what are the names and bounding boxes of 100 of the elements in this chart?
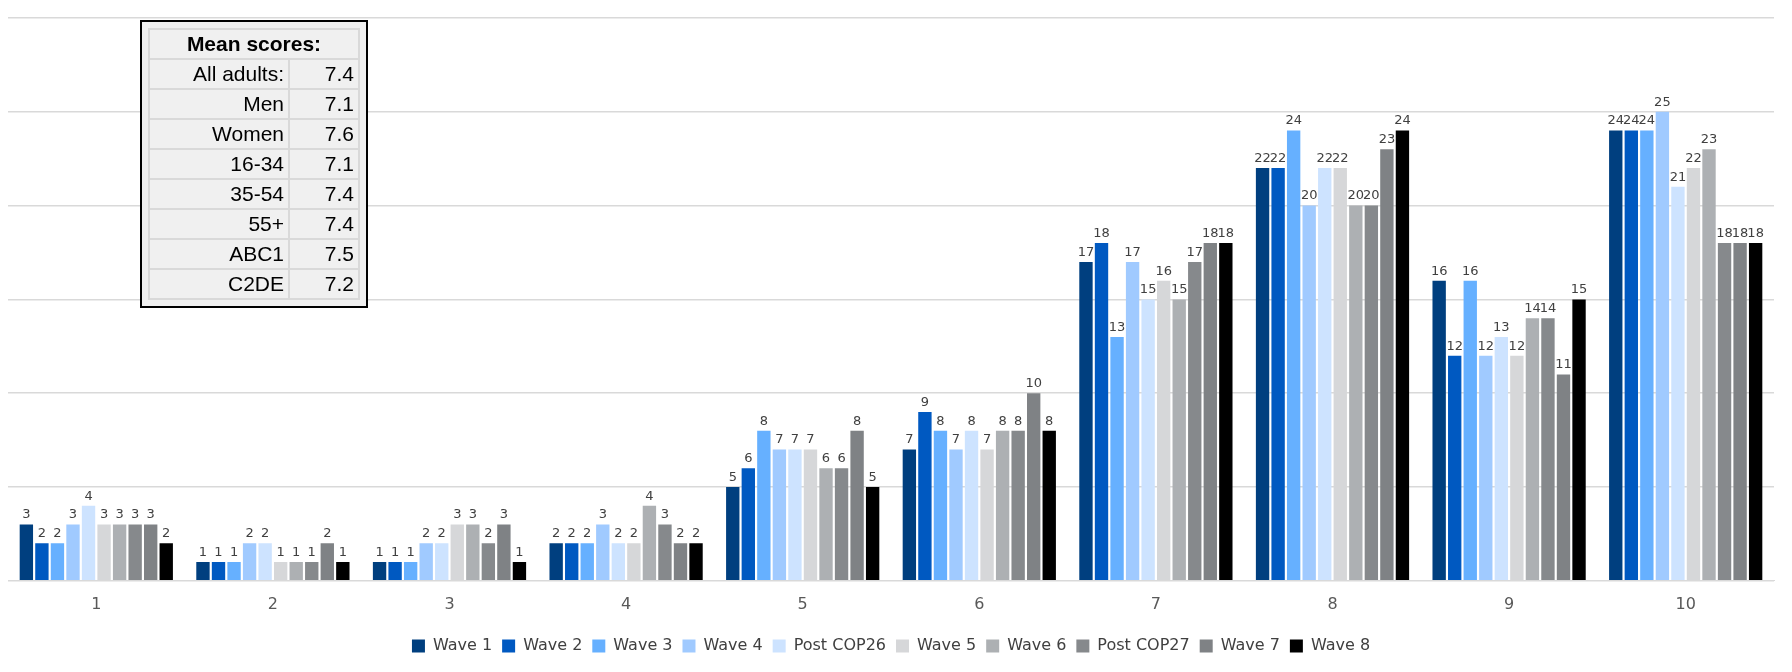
data-label: 8 (967, 412, 976, 428)
bar (1525, 318, 1540, 581)
bar (242, 543, 257, 581)
bar (112, 524, 127, 581)
data-label: 8 (759, 412, 768, 428)
data-label: 15 (1139, 281, 1157, 297)
x-tick-label: 9 (1504, 593, 1515, 613)
bar (834, 468, 849, 581)
legend-label: Wave 5 (917, 635, 977, 655)
bar (580, 543, 594, 581)
data-label: 13 (1493, 318, 1510, 334)
x-tick-label: 2 (267, 593, 278, 613)
legend-label: Wave 3 (613, 635, 673, 655)
bar (435, 543, 449, 581)
data-label: 18 (1716, 224, 1733, 240)
data-label: 17 (1186, 243, 1204, 259)
legend-label: Post COP26 (793, 635, 887, 655)
data-label: 18 (1217, 224, 1235, 240)
annotation: 7.6 (289, 119, 359, 149)
data-label: 16 (1155, 262, 1172, 278)
data-label: 1 (375, 543, 384, 559)
bar (35, 543, 49, 581)
data-label: 2 (567, 525, 576, 541)
annotation: Women (149, 119, 289, 149)
bar (289, 562, 303, 581)
annotation: 35-54 (149, 179, 289, 209)
bar (1432, 280, 1446, 581)
bar (1479, 355, 1493, 581)
data-label: 3 (499, 506, 509, 522)
data-label: 2 (53, 525, 62, 541)
data-label: 2 (614, 525, 623, 541)
data-label: 11 (1555, 356, 1572, 372)
data-label: 8 (936, 412, 945, 428)
data-label: 18 (1747, 224, 1764, 240)
bar (19, 524, 34, 581)
bar (227, 562, 241, 581)
data-label: 23 (1700, 131, 1718, 147)
bar (1079, 261, 1093, 581)
data-label: 15 (1170, 281, 1188, 297)
data-label: 16 (1430, 262, 1448, 278)
data-label: 14 (1539, 300, 1557, 316)
data-label: 2 (437, 525, 446, 541)
data-label: 22 (1269, 149, 1287, 165)
bar (1717, 243, 1732, 581)
data-label: 3 (131, 506, 140, 522)
annotation: All adults: (149, 59, 289, 89)
data-label: 20 (1347, 187, 1365, 203)
data-label: 1 (198, 543, 208, 559)
data-label: 2 (422, 525, 431, 541)
bar (66, 524, 80, 581)
data-label: 22 (1332, 149, 1349, 165)
bar (1655, 111, 1670, 581)
legend-label: Post COP27 (1097, 635, 1190, 655)
bar (1733, 243, 1747, 581)
bar (336, 562, 350, 581)
bar (1748, 243, 1763, 581)
bar (466, 524, 480, 581)
annotation: 55+ (149, 209, 289, 239)
data-label: 22 (1316, 149, 1333, 165)
bar (1203, 243, 1217, 581)
bar (1624, 130, 1638, 581)
data-label: 5 (728, 468, 737, 484)
data-label: 2 (676, 525, 685, 541)
data-label: 24 (1394, 112, 1411, 128)
data-label: 14 (1524, 300, 1541, 316)
bar (305, 562, 319, 581)
bar (819, 468, 833, 581)
data-label: 23 (1378, 131, 1396, 147)
data-label: 7 (806, 431, 815, 447)
bar (918, 411, 932, 581)
data-label: 22 (1685, 149, 1702, 165)
bar (611, 543, 626, 581)
bar (1027, 393, 1041, 581)
bar (1494, 336, 1509, 581)
data-label: 1 (390, 543, 400, 559)
data-label: 20 (1363, 187, 1380, 203)
annotation: Men (149, 89, 289, 119)
annotation: 7.1 (289, 89, 359, 119)
data-label: 3 (22, 506, 31, 522)
data-label: 2 (629, 525, 639, 541)
annotation: 7.5 (289, 239, 359, 269)
bar (128, 524, 142, 581)
bar (481, 543, 496, 581)
annotation: 7.4 (289, 59, 359, 89)
bar (1094, 243, 1109, 581)
legend-label: Wave 1 (432, 635, 493, 655)
bar (159, 543, 173, 581)
legend-label: Wave 2 (523, 635, 583, 655)
data-label: 6 (837, 450, 846, 466)
bar (1395, 130, 1410, 581)
bar (320, 543, 334, 581)
annotation: 7.4 (289, 179, 359, 209)
bar (788, 449, 802, 581)
data-label: 3 (68, 506, 78, 522)
data-label: 3 (468, 506, 477, 522)
data-label: 1 (338, 543, 347, 559)
data-label: 12 (1508, 337, 1526, 353)
bar (196, 562, 210, 581)
data-label: 1 (406, 543, 415, 559)
data-label: 12 (1446, 337, 1463, 353)
